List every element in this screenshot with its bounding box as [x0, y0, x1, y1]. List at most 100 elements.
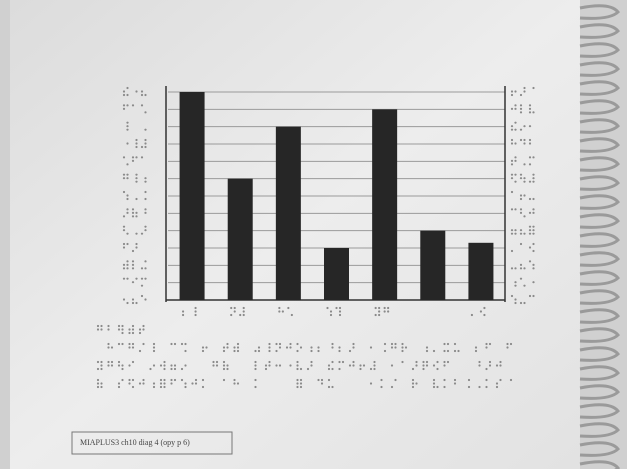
braille-dot [226, 343, 228, 345]
braille-dot [520, 111, 522, 113]
braille-dot [258, 346, 260, 348]
braille-dot [132, 332, 134, 334]
braille-dot [184, 382, 186, 384]
braille-dot [142, 379, 144, 381]
braille-dot [447, 361, 449, 363]
braille-dot [520, 198, 522, 200]
braille-dot [394, 346, 396, 348]
braille-dot [278, 310, 280, 312]
braille-dot [97, 379, 99, 381]
braille-dot [514, 174, 516, 176]
braille-dot [328, 386, 330, 388]
braille-dot [268, 346, 270, 348]
braille-dot [523, 285, 525, 287]
braille-dot [128, 332, 130, 334]
braille-dot [394, 343, 396, 345]
braille-dot [506, 346, 508, 348]
braille-dot [300, 386, 302, 388]
braille-dot [135, 233, 137, 235]
page: MIAPLUS3 ch10 diag 4 (opy p 6) (() => { … [0, 0, 627, 469]
braille-dot [132, 328, 134, 330]
braille-dot [123, 177, 125, 179]
braille-dot [523, 163, 525, 165]
braille-dot [118, 325, 120, 327]
braille-dot [300, 382, 302, 384]
braille-dot [118, 364, 120, 366]
braille-dot [391, 343, 393, 345]
braille-dot [520, 267, 522, 269]
braille-dot [107, 361, 109, 363]
braille-dot [511, 174, 513, 176]
braille-dot [132, 302, 134, 304]
braille-dot [153, 343, 155, 345]
braille-dot [384, 310, 386, 312]
braille-dot [529, 295, 531, 297]
braille-dot [433, 386, 435, 388]
braille-dot [532, 295, 534, 297]
braille-dot [378, 307, 380, 309]
braille-dot [433, 382, 435, 384]
braille-dot [279, 364, 281, 366]
braille-dot [128, 328, 130, 330]
braille-dot [121, 332, 123, 334]
braille-dot [121, 364, 123, 366]
braille-dot [128, 343, 130, 345]
braille-dot [160, 364, 162, 366]
braille-dot [496, 382, 498, 384]
braille-dot [144, 139, 146, 141]
braille-dot [380, 379, 382, 381]
braille-dot [532, 233, 534, 235]
braille-dot [510, 379, 512, 381]
braille-dot [511, 160, 513, 162]
braille-dot [523, 90, 525, 92]
braille-dot [141, 278, 143, 280]
braille-dot [363, 364, 365, 366]
braille-dot [149, 368, 151, 370]
braille-dot [111, 346, 113, 348]
braille-dot [514, 281, 516, 283]
braille-dot [506, 343, 508, 345]
braille-dot [100, 364, 102, 366]
braille-dot [511, 163, 513, 165]
braille-dot [520, 108, 522, 110]
braille-dot [489, 343, 491, 345]
braille-dot [331, 343, 333, 345]
braille-dot [514, 129, 516, 131]
braille-dot [144, 208, 146, 210]
braille-dot [296, 350, 298, 352]
braille-dot [443, 350, 445, 352]
braille-dot [128, 364, 130, 366]
braille-dot [352, 346, 354, 348]
braille-dot [160, 382, 162, 384]
braille-dot [194, 310, 196, 312]
braille-dot [471, 314, 473, 316]
braille-dot [123, 156, 125, 158]
braille-dot [415, 382, 417, 384]
braille-dot [132, 215, 134, 217]
braille-dot [182, 314, 184, 316]
braille-dot [532, 212, 534, 214]
braille-dot [511, 267, 513, 269]
braille-dot [511, 125, 513, 127]
braille-dot [426, 364, 428, 366]
braille-dot [330, 314, 332, 316]
braille-dot [300, 379, 302, 381]
braille-dot [111, 364, 113, 366]
braille-dot [226, 368, 228, 370]
braille-dot [233, 350, 235, 352]
braille-dot [97, 382, 99, 384]
braille-dot [454, 379, 456, 381]
braille-dot [511, 191, 513, 193]
braille-dot [496, 364, 498, 366]
bar [324, 248, 349, 300]
braille-dot [202, 379, 204, 381]
braille-dot [412, 382, 414, 384]
braille-dot [514, 160, 516, 162]
braille-dot [107, 328, 109, 330]
braille-dot [132, 264, 134, 266]
braille-dot [384, 350, 386, 352]
braille-dot [153, 346, 155, 348]
braille-dot [514, 181, 516, 183]
braille-dot [514, 108, 516, 110]
braille-dot [485, 368, 487, 370]
